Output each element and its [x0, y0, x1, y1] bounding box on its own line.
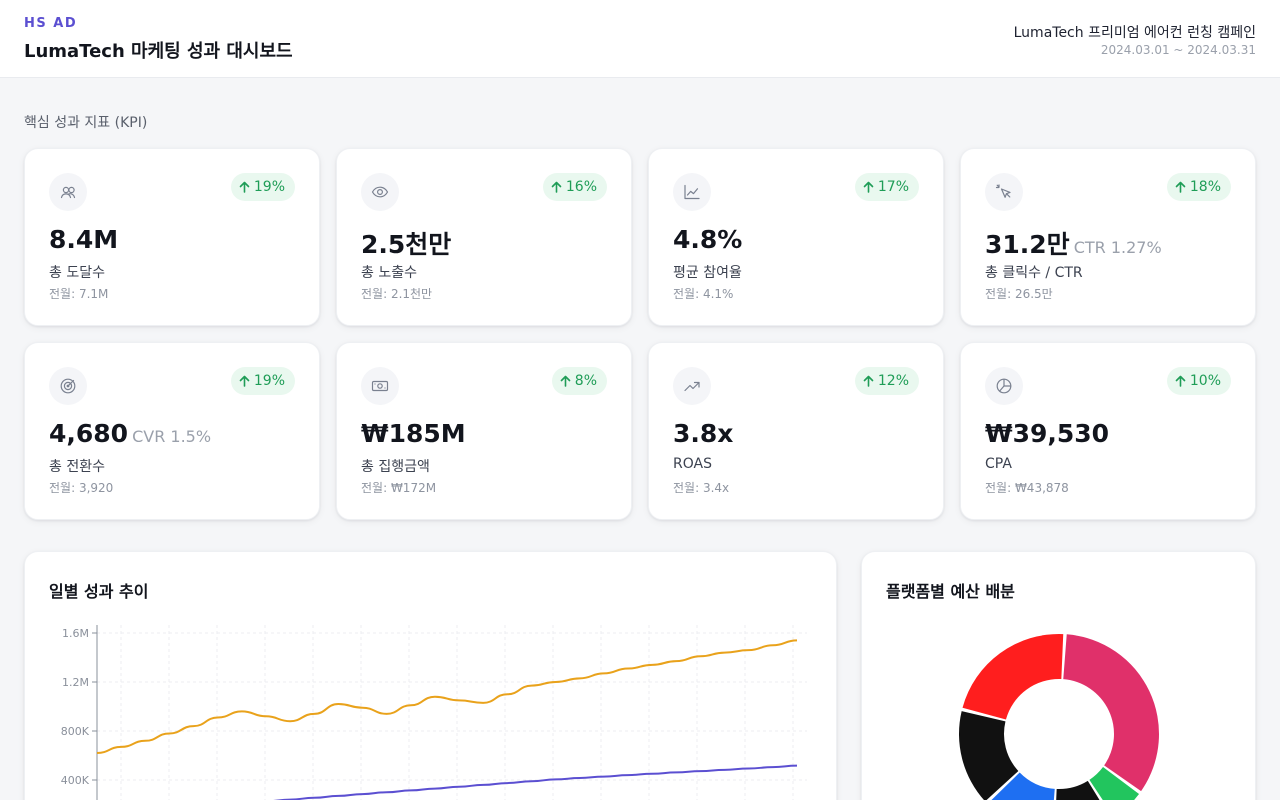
kpi-value: 4,680 CVR 1.5% — [49, 419, 211, 448]
change-value: 16% — [565, 179, 597, 195]
y-axis-tick-label: 800K — [61, 725, 90, 738]
kpi-value: 8.4M — [49, 225, 122, 254]
change-badge: 19% — [230, 173, 295, 201]
change-value: 17% — [877, 179, 909, 195]
kpi-previous: 전월: 26.5만 — [985, 287, 1053, 301]
arrow-up-icon — [239, 375, 250, 387]
kpi-previous: 전월: 3,920 — [49, 481, 114, 495]
page-title: LumaTech 마케팅 성과 대시보드 — [24, 41, 293, 62]
donut-slice[interactable] — [988, 772, 1055, 800]
budget-allocation-panel: 플랫폼별 예산 배분 — [861, 551, 1256, 800]
arrow-up-icon — [560, 375, 571, 387]
donut-slice[interactable] — [1063, 634, 1159, 792]
kpi-label: 총 전환수 — [49, 459, 105, 475]
daily-trend-panel: 일별 성과 추이 1.6M 1.2M 800K 400K — [24, 551, 837, 800]
eye-icon — [361, 173, 399, 211]
kpi-main-value: 3.8x — [673, 419, 734, 448]
kpi-main-value: ₩39,530 — [985, 419, 1110, 448]
y-axis-tick-label: 1.6M — [62, 627, 89, 640]
kpi-card: 18% 31.2만 CTR 1.27% 총 클릭수 / CTR 전월: 26.5만 — [960, 148, 1256, 326]
kpi-previous: 전월: 3.4x — [673, 481, 730, 495]
kpi-label: CPA — [985, 456, 1012, 472]
kpi-label: 총 클릭수 / CTR — [985, 265, 1083, 281]
kpi-value: 31.2만 CTR 1.27% — [985, 225, 1162, 261]
kpi-value: ₩185M — [361, 419, 470, 448]
change-value: 19% — [253, 373, 285, 389]
change-value: 19% — [253, 179, 285, 195]
kpi-value: 3.8x — [673, 419, 737, 448]
pie-chart-icon — [985, 367, 1023, 405]
users-icon — [49, 173, 87, 211]
kpi-value: 2.5천만 — [361, 225, 455, 261]
kpi-previous: 전월: ₩43,878 — [985, 481, 1069, 495]
change-value: 8% — [574, 373, 597, 389]
line-chart-icon — [673, 173, 711, 211]
kpi-main-value: ₩185M — [361, 419, 466, 448]
change-badge: 18% — [1166, 173, 1231, 201]
kpi-card: 12% 3.8x ROAS 전월: 3.4x — [648, 342, 944, 520]
change-badge: 12% — [854, 367, 919, 395]
kpi-previous: 전월: 2.1천만 — [361, 287, 433, 301]
kpi-sub-value: CTR 1.27% — [1073, 238, 1162, 257]
kpi-label: ROAS — [673, 456, 712, 472]
trending-up-icon — [673, 367, 711, 405]
arrow-up-icon — [551, 181, 562, 193]
kpi-label: 총 집행금액 — [361, 459, 430, 475]
campaign-name: LumaTech 프리미엄 에어컨 런칭 캠페인 — [1013, 25, 1256, 41]
kpi-main-value: 4.8% — [673, 225, 743, 254]
target-icon — [49, 367, 87, 405]
change-badge: 19% — [230, 367, 295, 395]
budget-donut-chart — [959, 634, 1159, 800]
kpi-section-label: 핵심 성과 지표 (KPI) — [24, 115, 148, 131]
budget-allocation-title: 플랫폼별 예산 배분 — [886, 582, 1015, 601]
y-axis-tick-label: 1.2M — [62, 676, 89, 689]
arrow-up-icon — [863, 375, 874, 387]
kpi-previous: 전월: 7.1M — [49, 287, 109, 301]
kpi-label: 총 도달수 — [49, 265, 105, 281]
kpi-card: 10% ₩39,530 CPA 전월: ₩43,878 — [960, 342, 1256, 520]
dashboard-header: HS AD LumaTech 마케팅 성과 대시보드 LumaTech 프리미엄… — [0, 0, 1280, 78]
change-value: 18% — [1189, 179, 1221, 195]
change-badge: 16% — [542, 173, 607, 201]
kpi-main-value: 8.4M — [49, 225, 119, 254]
arrow-up-icon — [1175, 181, 1186, 193]
change-badge: 17% — [854, 173, 919, 201]
kpi-sub-value: CVR 1.5% — [132, 427, 212, 446]
arrow-up-icon — [239, 181, 250, 193]
kpi-value: 4.8% — [673, 225, 746, 254]
kpi-label: 평균 참여율 — [673, 265, 742, 281]
change-value: 12% — [877, 373, 909, 389]
kpi-main-value: 31.2만 — [985, 230, 1070, 259]
donut-slice[interactable] — [1055, 780, 1112, 800]
kpi-previous: 전월: ₩172M — [361, 481, 437, 495]
banknote-icon — [361, 367, 399, 405]
daily-trend-title: 일별 성과 추이 — [49, 582, 149, 601]
kpi-value: ₩39,530 — [985, 419, 1113, 448]
kpi-label: 총 노출수 — [361, 265, 417, 281]
change-badge: 8% — [551, 367, 607, 395]
kpi-main-value: 2.5천만 — [361, 230, 452, 259]
change-badge: 10% — [1166, 367, 1231, 395]
daily-trend-chart: 1.6M 1.2M 800K 400K — [61, 625, 807, 800]
change-value: 10% — [1189, 373, 1221, 389]
donut-slice[interactable] — [1089, 766, 1140, 800]
kpi-main-value: 4,680 — [49, 419, 129, 448]
arrow-up-icon — [1175, 375, 1186, 387]
campaign-period: 2024.03.01 ~ 2024.03.31 — [1100, 43, 1256, 57]
donut-slice[interactable] — [959, 711, 1019, 800]
arrow-up-icon — [863, 181, 874, 193]
series-line — [274, 764, 798, 800]
kpi-previous: 전월: 4.1% — [673, 287, 734, 301]
y-axis-tick-label: 400K — [61, 774, 90, 787]
cursor-click-icon — [985, 173, 1023, 211]
brand-label: HS AD — [24, 16, 78, 31]
donut-slice[interactable] — [962, 634, 1064, 720]
series-line — [96, 639, 798, 755]
